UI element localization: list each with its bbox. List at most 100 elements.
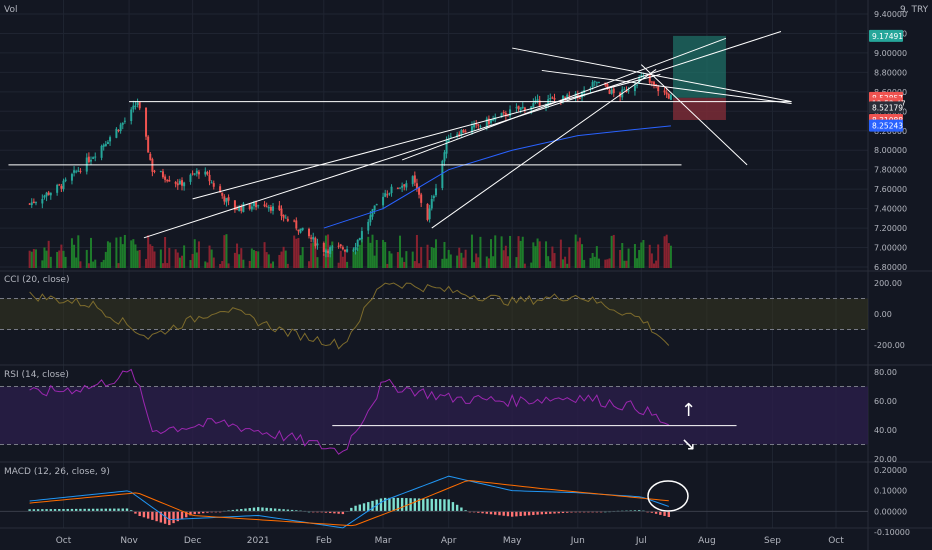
- volume-bar: [358, 244, 361, 268]
- stop-zone[interactable]: [673, 97, 726, 120]
- candle-body: [255, 201, 258, 208]
- volume-bar: [523, 263, 526, 268]
- volume-bar: [181, 255, 184, 268]
- rsi-axis: 80.00 60.00 40.00 20.00: [874, 368, 897, 464]
- macd-histogram-bar: [498, 511, 501, 516]
- candle-body: [189, 174, 192, 182]
- candle-body: [117, 130, 120, 132]
- volume-bar: [189, 260, 192, 268]
- candle-body: [174, 182, 177, 184]
- volume-bar: [652, 263, 655, 268]
- volume-bar: [648, 244, 651, 268]
- rsi-tick-label: 40.00: [874, 426, 897, 435]
- volume-bar: [297, 237, 300, 268]
- arrow-up-icon[interactable]: ↑: [681, 400, 696, 421]
- cci-label: CCI (20, close): [4, 275, 69, 285]
- macd-histogram-bar: [113, 508, 116, 512]
- macd-histogram-bar: [41, 509, 44, 512]
- macd-histogram-bar: [447, 499, 450, 512]
- macd-histogram-bar: [231, 509, 235, 512]
- macd-histogram-bar: [515, 511, 518, 517]
- candle-body: [382, 196, 385, 206]
- macd-histogram-bar: [333, 511, 336, 514]
- candle-body: [388, 193, 391, 195]
- candle-body: [339, 244, 342, 247]
- macd-histogram-bar: [650, 511, 654, 513]
- volume-bar: [47, 240, 50, 268]
- candle-body: [104, 143, 107, 147]
- volume-bar: [458, 247, 461, 268]
- macd-histogram-bar: [201, 511, 205, 514]
- time-axis[interactable]: Oct Nov Dec 2021 Feb Mar Apr May Jun Jul Aug Sep Oct: [56, 536, 845, 546]
- macd-histogram-bar: [379, 498, 383, 512]
- candle-body: [168, 179, 171, 182]
- volume-bar: [265, 252, 268, 268]
- rsi-tick-label: 60.00: [874, 397, 897, 406]
- candle-body: [610, 89, 613, 94]
- volume-bar: [295, 238, 298, 268]
- volume-bar: [339, 250, 342, 268]
- macd-line: [29, 475, 669, 529]
- macd-histogram-bar: [566, 511, 569, 513]
- moving-average-line: [323, 125, 671, 229]
- macd-histogram-bar: [519, 511, 522, 517]
- volume-bar: [346, 261, 349, 268]
- volume-bar: [322, 253, 325, 268]
- candle-body: [506, 115, 509, 117]
- trend-line: [640, 64, 748, 166]
- candle-body: [665, 92, 668, 95]
- volume-bar: [583, 259, 586, 268]
- candle-body: [346, 249, 349, 252]
- macd-histogram-bar: [561, 511, 565, 513]
- macd-histogram-bar: [506, 511, 510, 517]
- candle-body: [45, 192, 48, 197]
- candle-body: [115, 128, 118, 138]
- candle-body: [608, 90, 611, 94]
- candle-body: [191, 173, 194, 175]
- volume-bar: [428, 259, 431, 268]
- volume-bar: [369, 242, 372, 268]
- macd-histogram-bar: [168, 511, 171, 526]
- price-axis[interactable]: 9.400009.200009.000008.800008.600008.400…: [874, 10, 907, 272]
- candle-body: [212, 183, 215, 187]
- candle-body: [386, 194, 389, 196]
- volume-bar: [411, 251, 414, 268]
- macd-histogram-bar: [328, 511, 332, 514]
- time-tick-label: Sep: [764, 536, 781, 546]
- arrow-down-icon[interactable]: ↘: [681, 434, 696, 455]
- candle-body: [515, 107, 518, 109]
- volume-bar: [447, 249, 450, 268]
- candle-body: [119, 124, 122, 132]
- macd-histogram-bar: [400, 497, 404, 512]
- candle-body: [151, 159, 154, 172]
- candle-body: [121, 122, 124, 125]
- candle-body: [312, 237, 315, 240]
- macd-circle-annotation[interactable]: [647, 480, 689, 512]
- candle-body: [443, 152, 446, 162]
- volume-bar: [168, 247, 171, 268]
- candle-body: [369, 215, 372, 223]
- candle-body: [263, 204, 266, 207]
- macd-histogram-bar: [79, 508, 82, 512]
- trend-lines[interactable]: [8, 31, 792, 239]
- macd-histogram-bar: [350, 507, 353, 512]
- price-tick-label: 7.00000: [874, 244, 907, 253]
- macd-histogram-bar: [163, 511, 167, 524]
- volume-bar: [227, 263, 230, 268]
- volume-bar: [269, 263, 272, 268]
- trend-line: [431, 69, 657, 229]
- volume-bar: [329, 247, 332, 268]
- volume-bar: [286, 263, 289, 268]
- volume-bar: [123, 234, 126, 268]
- candle-body: [487, 118, 490, 125]
- volume-bar: [219, 263, 222, 268]
- macd-histogram-bar: [316, 511, 319, 513]
- candle-body: [310, 237, 313, 239]
- macd-histogram-bar: [74, 508, 78, 512]
- candle-body: [627, 90, 630, 92]
- volume-bar: [371, 234, 374, 268]
- macd-histogram-bar: [155, 511, 158, 522]
- volume-bar: [432, 247, 435, 268]
